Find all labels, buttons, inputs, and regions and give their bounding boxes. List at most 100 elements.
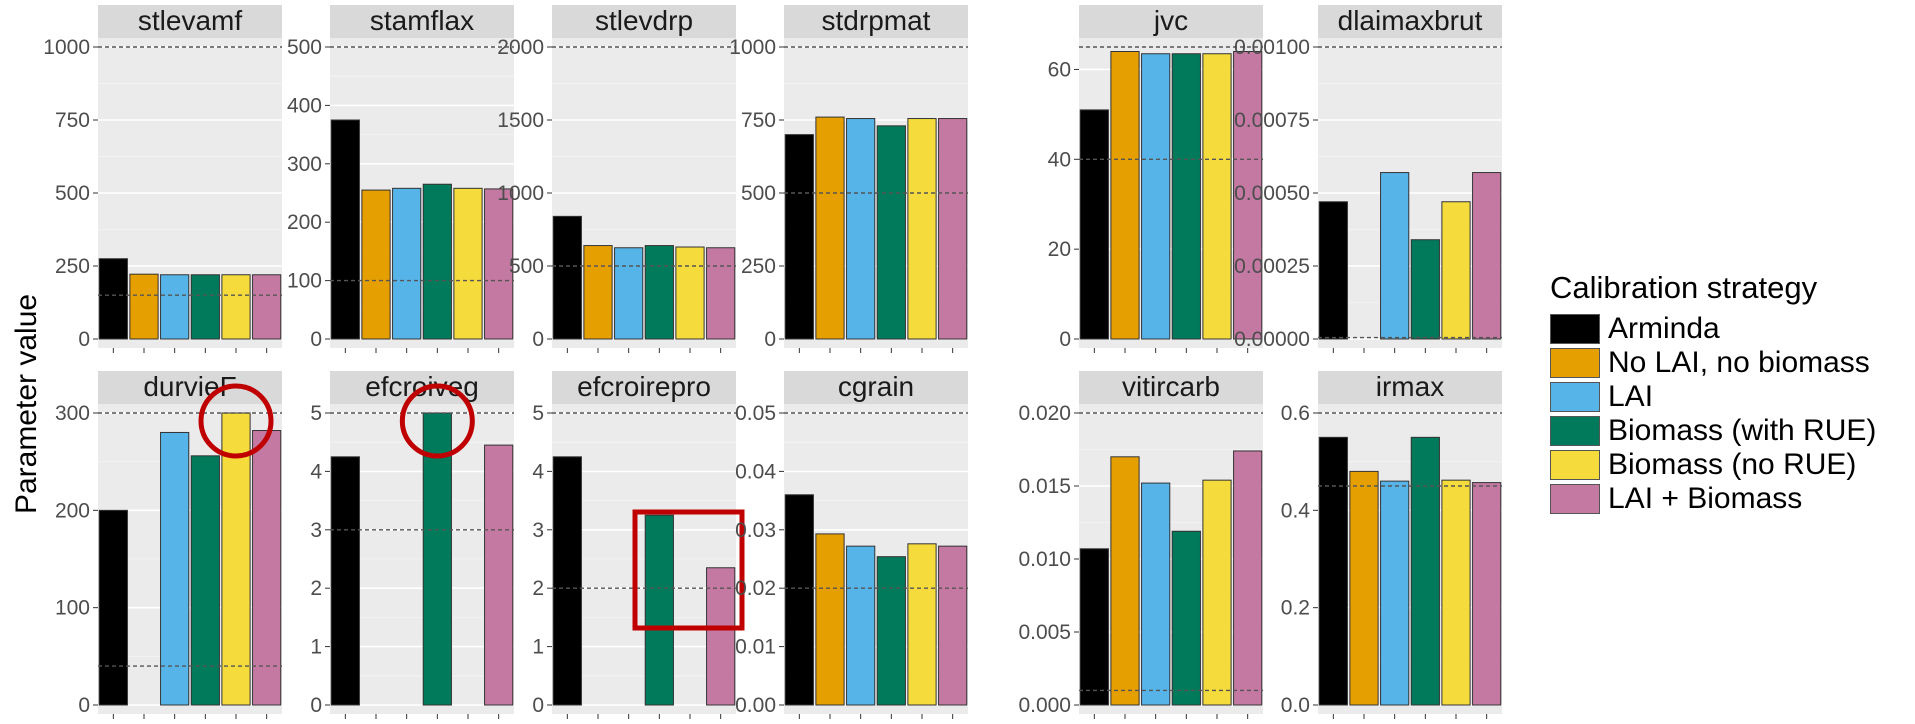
highlight-rectangle xyxy=(632,509,745,631)
y-tick-label: 250 xyxy=(55,255,90,278)
y-tick-label: 100 xyxy=(55,597,90,620)
bar-arminda xyxy=(784,134,814,340)
y-tick-label: 0.000 xyxy=(1018,694,1071,717)
bar-no-lai-no-biomass xyxy=(129,273,159,340)
bar-biomass-with-rue- xyxy=(422,183,452,340)
y-tick-label: 3 xyxy=(310,519,322,542)
y-tick-label: 0 xyxy=(1059,328,1071,351)
bar-lai-biomass xyxy=(706,247,736,340)
bar-biomass-no-rue- xyxy=(675,246,705,340)
panel-title: stlevamf xyxy=(138,5,242,36)
legend-swatch xyxy=(1550,484,1600,514)
panel-title: cgrain xyxy=(838,371,914,402)
bar-lai xyxy=(1380,172,1410,340)
y-tick-label: 0.015 xyxy=(1018,475,1071,498)
y-tick-label: 200 xyxy=(287,211,322,234)
bar-biomass-with-rue- xyxy=(876,556,906,706)
bar-arminda xyxy=(330,456,360,706)
y-tick-label: 100 xyxy=(287,270,322,293)
y-tick-label: 0 xyxy=(78,694,90,717)
y-tick-label: 4 xyxy=(532,460,544,483)
bar-arminda xyxy=(552,215,582,340)
bar-lai-biomass xyxy=(484,188,514,340)
y-tick-label: 5 xyxy=(310,402,322,425)
bar-lai-biomass xyxy=(1233,50,1263,340)
bar-arminda xyxy=(330,119,360,340)
bar-lai-biomass xyxy=(706,567,736,706)
panel-efcroirepro: efcroirepro 0 1 2 3 4 5 xyxy=(532,371,745,719)
y-tick-label: 0.6 xyxy=(1281,402,1310,425)
panel-strip xyxy=(330,5,514,38)
y-tick-label: 0 xyxy=(532,694,544,717)
y-tick-label: 0 xyxy=(78,328,90,351)
y-tick-label: 0.03 xyxy=(735,519,776,542)
y-tick-label: 0.02 xyxy=(735,577,776,600)
y-tick-label: 300 xyxy=(287,153,322,176)
panel-strip xyxy=(98,5,282,38)
panel-strip xyxy=(784,5,968,38)
bar-lai xyxy=(614,247,644,340)
bar-lai-biomass xyxy=(938,118,968,340)
bar-biomass-no-rue- xyxy=(453,187,483,340)
panel-title: vitircarb xyxy=(1122,371,1220,402)
bar-no-lai-no-biomass xyxy=(1349,470,1379,706)
bar-biomass-with-rue- xyxy=(1171,53,1201,340)
panel-title: dlaimaxbrut xyxy=(1338,5,1483,36)
bar-biomass-with-rue- xyxy=(644,514,674,706)
y-tick-label: 4 xyxy=(310,460,322,483)
y-tick-label: 1000 xyxy=(497,182,544,205)
panel-strip xyxy=(552,5,736,38)
panel-title: irmax xyxy=(1376,371,1444,402)
y-tick-label: 1500 xyxy=(497,109,544,132)
y-tick-label: 500 xyxy=(741,182,776,205)
panel-background xyxy=(1079,38,1263,348)
bar-lai-biomass xyxy=(252,430,282,706)
bar-arminda xyxy=(98,258,128,340)
bar-arminda xyxy=(1079,548,1109,706)
legend-swatch xyxy=(1550,416,1600,446)
bar-biomass-no-rue- xyxy=(221,412,251,706)
bar-lai xyxy=(1141,482,1171,706)
y-tick-label: 0.04 xyxy=(735,460,776,483)
y-tick-label: 300 xyxy=(55,402,90,425)
bar-lai xyxy=(846,118,876,340)
bar-arminda xyxy=(1079,109,1109,340)
legend-label: LAI xyxy=(1608,380,1654,413)
bar-no-lai-no-biomass xyxy=(815,533,845,706)
y-tick-label: 200 xyxy=(55,499,90,522)
y-tick-label: 750 xyxy=(741,109,776,132)
y-tick-label: 0.05 xyxy=(735,402,776,425)
bar-biomass-no-rue- xyxy=(1202,479,1232,706)
panel-title: stdrpmat xyxy=(822,5,931,36)
legend-label: LAI + Biomass xyxy=(1608,482,1803,515)
panel-strip xyxy=(1079,371,1263,404)
y-tick-label: 1000 xyxy=(43,36,90,59)
y-tick-label: 0 xyxy=(310,328,322,351)
bar-lai xyxy=(846,545,876,706)
y-tick-label: 0.00050 xyxy=(1234,182,1310,205)
bar-arminda xyxy=(784,494,814,706)
bar-biomass-no-rue- xyxy=(1441,201,1471,340)
bar-lai xyxy=(392,187,422,340)
y-tick-label: 0 xyxy=(532,328,544,351)
panel-jvc: jvc 0 20 40 60 xyxy=(1048,5,1263,353)
bar-biomass-with-rue- xyxy=(644,245,674,340)
bar-no-lai-no-biomass xyxy=(815,116,845,340)
y-tick-label: 60 xyxy=(1048,58,1071,81)
panel-cgrain: cgrain 0.00 0.01 0.02 0.03 0.04 0.05 xyxy=(735,371,968,719)
bar-biomass-with-rue- xyxy=(1410,239,1440,340)
y-tick-label: 0.00000 xyxy=(1234,328,1310,351)
bar-arminda xyxy=(98,509,128,706)
bar-biomass-no-rue- xyxy=(907,543,937,706)
bar-lai xyxy=(160,431,190,706)
legend-swatch xyxy=(1550,348,1600,378)
legend-swatch xyxy=(1550,450,1600,480)
y-tick-label: 2 xyxy=(532,577,544,600)
panel-stamflax: stamflax 0 100 200 300 400 500 xyxy=(287,5,514,353)
panel-stdrpmat: stdrpmat 0 250 500 750 1000 xyxy=(729,5,968,353)
highlight-circle xyxy=(198,383,274,459)
legend-item: LAI + Biomass xyxy=(1550,482,1876,516)
panel-title: durvieF xyxy=(143,371,236,402)
